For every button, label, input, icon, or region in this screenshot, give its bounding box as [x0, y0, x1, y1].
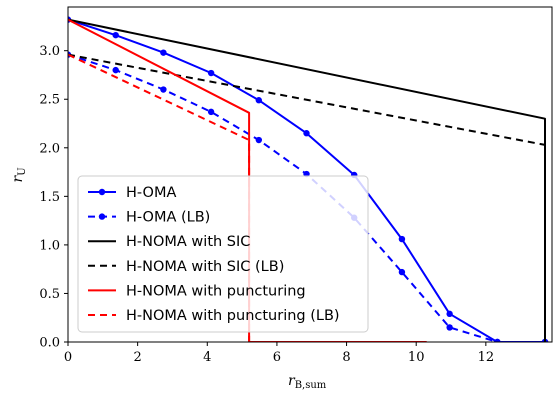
y-axis-label: rU [10, 167, 28, 182]
data-point [112, 66, 119, 74]
y-tick-label: 3.0 [39, 44, 60, 59]
legend-label: H-NOMA with puncturing (LB) [126, 308, 340, 324]
data-point [255, 136, 263, 144]
data-point [303, 130, 310, 137]
data-point [446, 324, 453, 331]
y-tick-label: 2.0 [39, 141, 60, 156]
x-axis-label: rB,sum [288, 373, 327, 391]
x-axis-label-sub: B,sum [295, 380, 327, 391]
series-line-3 [68, 18, 546, 342]
x-axis-label-main: r [288, 373, 296, 389]
x-tick-label: 2 [133, 350, 141, 365]
plot-frame [67, 6, 553, 343]
y-axis-label-main: r [10, 175, 26, 183]
data-point [494, 338, 501, 342]
data-point [112, 31, 119, 39]
legend-label: H-NOMA with SIC (LB) [126, 259, 284, 275]
legend-label: H-OMA [126, 185, 176, 201]
y-tick-label: 0.5 [39, 287, 60, 302]
data-point [160, 86, 167, 93]
data-point [446, 310, 453, 318]
x-tick-label: 10 [408, 350, 425, 365]
data-point [398, 235, 406, 243]
axes-layer: 0 2 4 6 8 10 12 0.0 0.5 1.0 1.5 2.0 2.5 3.0 [39, 44, 494, 365]
legend: H-OMA H-OMA (LB) H-NOMA with SIC H-NOMA wit… [77, 175, 369, 333]
x-tick-label: 4 [203, 350, 211, 365]
data-point [255, 97, 263, 104]
data-point [207, 108, 215, 116]
legend-box [77, 175, 369, 333]
legend-label: H-NOMA with SIC [126, 234, 250, 250]
x-tick-label: 6 [273, 350, 281, 365]
y-tick-label: 0.0 [39, 336, 60, 351]
legend-marker [98, 213, 106, 220]
y-tick-label: 1.0 [39, 238, 60, 253]
y-axis-label-sub: U [17, 167, 28, 175]
legend-label: H-OMA (LB) [126, 210, 210, 226]
y-tick-label: 2.5 [39, 93, 60, 108]
data-point [207, 69, 215, 77]
x-tick-label: 0 [64, 350, 72, 365]
x-tick-label: 8 [342, 350, 350, 365]
data-point [160, 49, 167, 56]
x-tick-label: 12 [478, 350, 495, 365]
series-line-4 [68, 53, 546, 342]
legend-marker [98, 188, 106, 196]
legend-label: H-NOMA with puncturing [126, 283, 306, 299]
data-point [398, 268, 406, 276]
y-tick-label: 1.5 [39, 190, 60, 205]
